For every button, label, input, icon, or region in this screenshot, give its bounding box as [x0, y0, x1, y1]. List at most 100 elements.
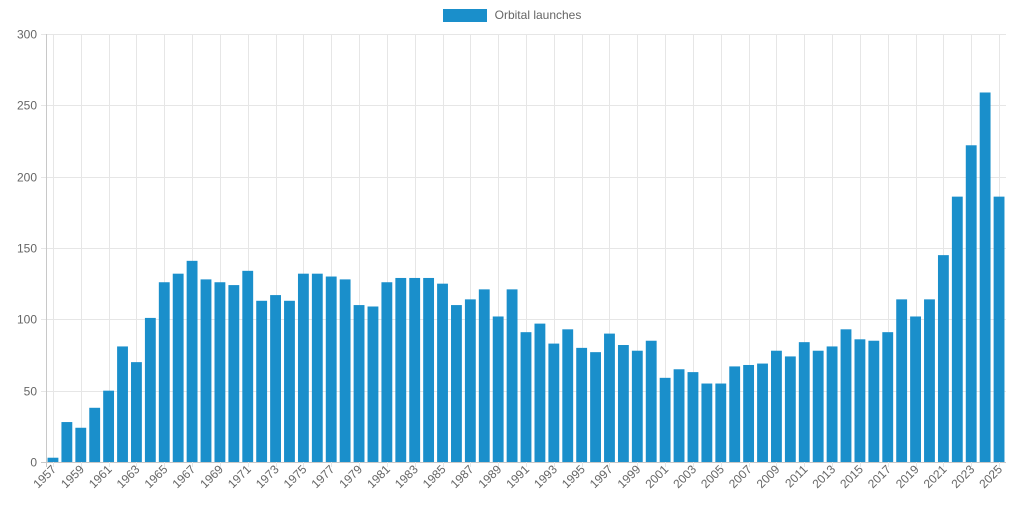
bar-2016[interactable]	[868, 340, 880, 462]
bar-2013[interactable]	[826, 346, 838, 462]
x-tick-label: 1963	[114, 462, 143, 491]
bar-1998[interactable]	[617, 345, 629, 462]
bar-1982[interactable]	[395, 277, 407, 462]
bar-1975[interactable]	[297, 273, 309, 462]
bar-1964[interactable]	[144, 317, 156, 462]
y-tick-label: 300	[17, 28, 37, 42]
bar-1959[interactable]	[75, 427, 87, 462]
x-tick-label: 2011	[782, 462, 810, 490]
bar-1972[interactable]	[256, 300, 268, 462]
bar-2009[interactable]	[771, 350, 782, 462]
bar-1957[interactable]	[47, 457, 59, 462]
bar-2023[interactable]	[965, 145, 977, 462]
bar-1979[interactable]	[353, 305, 365, 462]
bar-1967[interactable]	[186, 260, 198, 462]
bar-1978[interactable]	[339, 279, 351, 462]
bar-2020[interactable]	[924, 299, 935, 462]
bar-2003[interactable]	[687, 372, 699, 462]
bar-1996[interactable]	[590, 352, 601, 462]
x-tick-label: 2019	[893, 462, 922, 491]
bar-2004[interactable]	[701, 383, 713, 462]
bar-2014[interactable]	[840, 329, 852, 462]
x-tick-label: 1991	[503, 462, 532, 491]
bar-1999[interactable]	[631, 350, 643, 462]
x-tick-label: 1993	[531, 462, 560, 491]
bar-1992[interactable]	[534, 323, 546, 462]
legend-swatch	[442, 8, 487, 22]
bar-2022[interactable]	[951, 196, 963, 462]
bar-1986[interactable]	[451, 305, 462, 462]
x-tick-label: 1971	[225, 462, 254, 491]
bar-1981[interactable]	[381, 282, 393, 462]
bar-2001[interactable]	[659, 377, 671, 462]
bar-2024[interactable]	[979, 92, 991, 463]
legend-label: Orbital launches	[494, 8, 582, 22]
bars	[47, 92, 1005, 463]
bar-1963[interactable]	[131, 362, 142, 462]
bar-2018[interactable]	[896, 299, 908, 462]
bar-2017[interactable]	[882, 332, 894, 462]
bar-1961[interactable]	[103, 390, 115, 462]
bar-1993[interactable]	[548, 343, 560, 462]
x-tick-label: 1995	[559, 462, 588, 491]
bar-1973[interactable]	[270, 295, 281, 462]
bar-1983[interactable]	[409, 277, 421, 462]
bar-1974[interactable]	[284, 300, 295, 462]
x-tick-label: 1981	[364, 462, 393, 491]
bar-1968[interactable]	[200, 279, 212, 462]
bar-1988[interactable]	[478, 289, 490, 462]
x-tick-label: 1973	[253, 462, 282, 491]
x-tick-label: 1989	[476, 462, 505, 491]
x-tick-label: 1961	[86, 462, 115, 491]
bar-1962[interactable]	[117, 346, 128, 462]
bar-2012[interactable]	[812, 350, 824, 462]
y-tick-label: 250	[17, 99, 37, 113]
bar-1980[interactable]	[367, 306, 379, 462]
bar-2006[interactable]	[729, 366, 741, 462]
bar-1970[interactable]	[228, 285, 240, 462]
bar-1997[interactable]	[604, 333, 615, 462]
bar-1984[interactable]	[423, 277, 435, 462]
bar-1990[interactable]	[506, 289, 518, 462]
bar-1994[interactable]	[562, 329, 574, 462]
bar-2005[interactable]	[715, 383, 727, 462]
y-tick-label: 200	[17, 171, 37, 185]
bar-1991[interactable]	[520, 332, 532, 462]
bar-2000[interactable]	[645, 340, 657, 462]
bar-1966[interactable]	[172, 273, 184, 462]
bar-1965[interactable]	[158, 282, 170, 462]
x-tick-label: 1997	[587, 462, 616, 491]
bar-2019[interactable]	[910, 316, 921, 462]
bar-1969[interactable]	[214, 282, 226, 462]
x-tick-label: 1959	[58, 462, 87, 491]
bar-2011[interactable]	[798, 342, 810, 462]
bar-2010[interactable]	[784, 356, 796, 462]
legend[interactable]: Orbital launches	[0, 8, 1024, 22]
x-tick-label: 2009	[754, 462, 783, 491]
x-tick-label: 1977	[309, 462, 338, 491]
bar-2007[interactable]	[743, 364, 755, 462]
y-tick-label: 100	[17, 313, 37, 327]
y-tick-label: 150	[17, 242, 37, 256]
bar-1987[interactable]	[464, 299, 476, 462]
bar-2021[interactable]	[937, 255, 949, 462]
bar-1976[interactable]	[311, 273, 323, 462]
x-tick-label: 1975	[281, 462, 310, 491]
bar-1989[interactable]	[492, 316, 504, 462]
bar-2015[interactable]	[854, 339, 866, 462]
bar-1977[interactable]	[325, 276, 337, 462]
bar-2002[interactable]	[673, 369, 685, 462]
bar-2008[interactable]	[757, 363, 768, 462]
y-tick-label: 0	[30, 456, 37, 470]
x-tick-label: 1987	[448, 462, 477, 491]
bar-1971[interactable]	[242, 270, 254, 462]
bar-1985[interactable]	[437, 283, 448, 462]
bar-1960[interactable]	[89, 407, 101, 462]
bar-2025[interactable]	[993, 196, 1005, 462]
x-tick-label: 2025	[976, 462, 1005, 491]
x-tick-label: 1985	[420, 462, 449, 491]
bar-1995[interactable]	[576, 347, 588, 462]
bar-1958[interactable]	[61, 422, 73, 462]
x-tick-label: 1979	[336, 462, 365, 491]
x-tick-label: 2007	[726, 462, 755, 491]
